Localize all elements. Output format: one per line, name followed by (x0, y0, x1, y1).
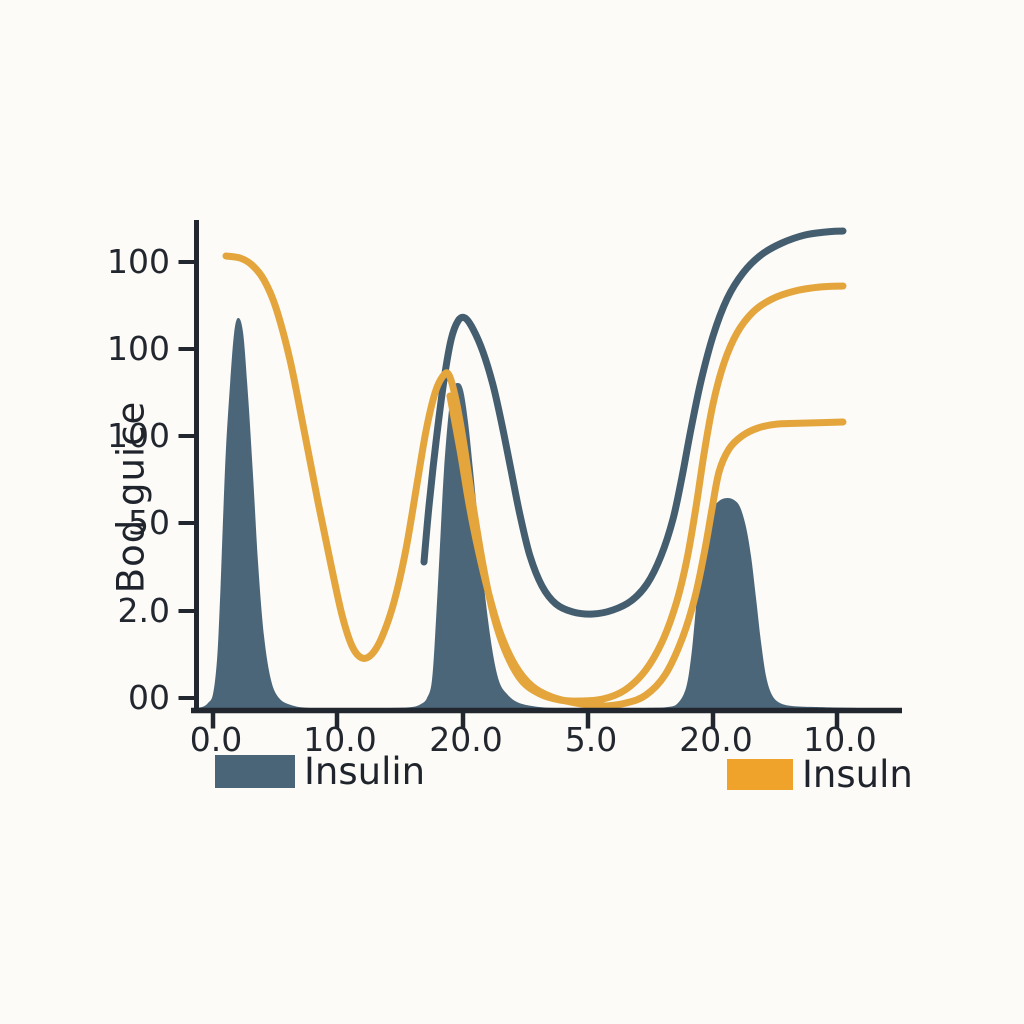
legend-label-insulin: Insulin (304, 750, 426, 793)
y-tick-label: 100 (107, 329, 170, 368)
x-tick-label: 0.0 (190, 720, 242, 759)
x-tick-label: 20.0 (679, 720, 752, 759)
legend-item-insuln-orange: Insuln (727, 753, 913, 796)
legend-label-insuln: Insuln (802, 753, 913, 796)
x-tick-label: 20.0 (429, 720, 502, 759)
legend-item-insulin-blue: Insulin (215, 750, 425, 793)
orange-line-lower (446, 392, 847, 710)
orange-line-upper (222, 252, 847, 705)
y-tick-label: 00 (128, 678, 170, 717)
y-tick-label: 100 (107, 416, 170, 455)
x-tick-label: 10.0 (303, 720, 376, 759)
insulin-filled-area-fill (193, 317, 900, 712)
x-tick-label: 10.0 (803, 720, 876, 759)
dark-blue-line (420, 227, 847, 618)
x-tick-label: 5.0 (565, 720, 617, 759)
y-tick-label: 2.0 (118, 591, 170, 630)
y-tick-label: 50 (128, 503, 170, 542)
legend-swatch-blue (215, 755, 295, 788)
y-tick-label: 100 (107, 242, 170, 281)
y-axis-title: Bod guice (109, 400, 153, 594)
legend-swatch-orange (727, 759, 793, 790)
